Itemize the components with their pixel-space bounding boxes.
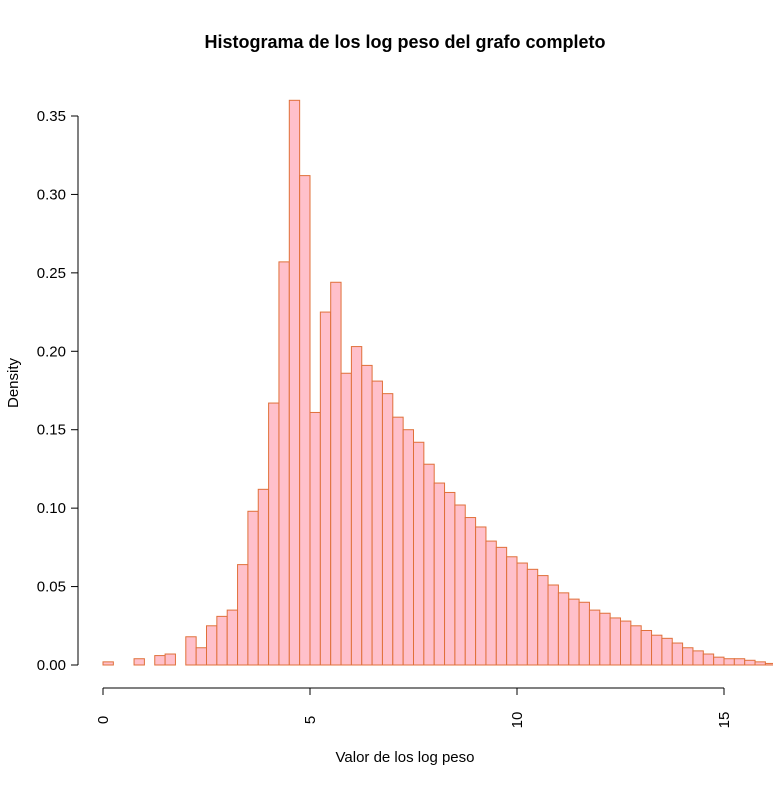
histogram-bar [102, 661, 114, 666]
histogram-bar [630, 625, 642, 666]
histogram-bar [682, 647, 694, 666]
histogram-bar [195, 647, 207, 666]
histogram-bar [268, 402, 280, 666]
histogram-bar [433, 482, 446, 666]
histogram-bar [764, 662, 773, 666]
histogram-bar [226, 609, 239, 666]
histogram-bar [723, 658, 735, 666]
histogram-bar [661, 637, 673, 666]
histogram-bar [506, 556, 518, 666]
x-axis: 0 5 10 15 [95, 687, 733, 729]
histogram-bar [744, 659, 756, 666]
histogram-bar [444, 491, 456, 666]
x-axis-label: Valor de los log peso [336, 749, 475, 766]
histogram-bar [247, 510, 259, 666]
histogram-bar [599, 612, 611, 666]
histogram-bar [464, 517, 477, 666]
y-tick-label: 0.05 [37, 579, 66, 596]
histogram-bar [133, 658, 145, 666]
histogram-bar [557, 592, 570, 666]
histogram-bar [319, 311, 332, 666]
histogram-bar [164, 653, 176, 666]
histogram-bar [651, 634, 663, 666]
histogram-bar [733, 658, 746, 666]
histogram-bar [526, 568, 539, 666]
y-tick-label: 0.15 [37, 422, 66, 439]
x-tick-label: 5 [302, 716, 319, 724]
histogram-bar [713, 656, 725, 666]
y-tick-label: 0.10 [37, 500, 66, 517]
y-axis-label: Density [5, 357, 22, 408]
x-tick-label: 10 [509, 712, 526, 729]
histogram-bar [299, 175, 311, 666]
y-axis: 0.00 0.05 0.10 0.15 0.20 0.25 0.30 0.35 [37, 108, 79, 674]
histogram-bar [620, 620, 632, 666]
histogram-bar [413, 441, 425, 666]
bars-group [102, 99, 773, 666]
histogram-bar [568, 598, 580, 666]
histogram-bar [485, 540, 497, 666]
histogram-bar [547, 584, 559, 666]
histogram-bar [588, 609, 601, 666]
histogram-bar [278, 261, 290, 666]
histogram-bar [423, 463, 435, 666]
y-tick-label: 0.20 [37, 343, 66, 360]
histogram-bar [185, 636, 197, 666]
histogram-bar [671, 642, 684, 666]
histogram-bar [609, 617, 622, 666]
y-tick-label: 0.35 [37, 108, 66, 125]
histogram-bar [340, 372, 352, 666]
histogram-bar [309, 411, 321, 666]
histogram-bar [640, 629, 653, 666]
histogram-bar [237, 564, 249, 666]
histogram-bar [206, 625, 218, 666]
histogram-bar [392, 416, 404, 666]
histogram-bar [371, 380, 383, 666]
histogram-bar [702, 653, 715, 666]
y-tick-label: 0.25 [37, 265, 66, 282]
histogram-bar [754, 661, 766, 666]
histogram-bar [257, 488, 270, 666]
histogram-bar [692, 650, 704, 666]
histogram-bar [288, 99, 301, 666]
histogram-bar [475, 526, 487, 666]
x-tick-label: 15 [716, 712, 733, 729]
histogram-bar [216, 615, 228, 666]
histogram-bar [495, 546, 508, 666]
histogram-bar [361, 364, 373, 666]
chart-title: Histograma de los log peso del grafo com… [204, 32, 605, 52]
histogram-bar [330, 281, 342, 666]
histogram-bar [578, 601, 590, 666]
histogram-bar [381, 393, 394, 666]
histogram-bar [454, 504, 466, 666]
histogram-bar [154, 655, 166, 666]
histogram-bar [350, 346, 363, 666]
histogram-bar [402, 429, 414, 666]
histogram-bar [537, 575, 549, 666]
x-tick-label: 0 [95, 716, 112, 724]
histogram-bar [516, 562, 528, 666]
y-tick-label: 0.00 [37, 657, 66, 674]
y-tick-label: 0.30 [37, 186, 66, 203]
